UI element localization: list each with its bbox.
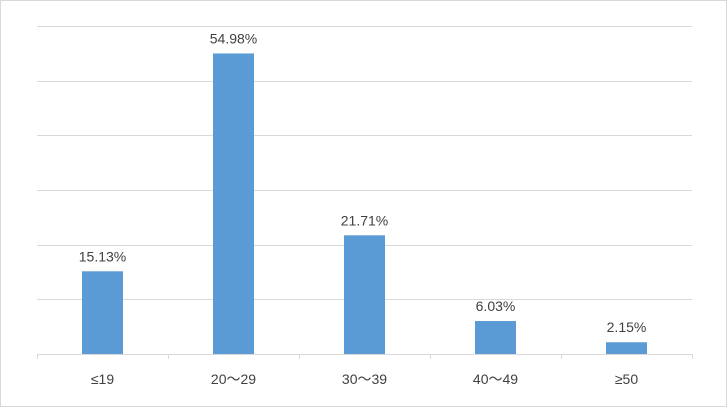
- data-label: 2.15%: [607, 319, 647, 335]
- data-label: 21.71%: [341, 212, 388, 228]
- x-tick-label: ≥50: [615, 371, 638, 387]
- bar: [344, 235, 385, 354]
- bars: [82, 53, 647, 355]
- data-label: 54.98%: [210, 30, 257, 46]
- gridlines: [37, 26, 692, 300]
- bar: [213, 53, 254, 355]
- bar: [475, 321, 516, 354]
- x-tick-label: ≤19: [91, 371, 114, 387]
- bar: [82, 271, 123, 354]
- bar: [606, 342, 647, 354]
- data-labels: 15.13% 54.98% 21.71% 6.03% 2.15%: [79, 30, 647, 335]
- x-tick-label: 30～39: [342, 371, 387, 387]
- x-tick-label: 20～29: [211, 371, 256, 387]
- data-label: 6.03%: [476, 298, 516, 314]
- data-label: 15.13%: [79, 248, 126, 264]
- x-axis: ≤19 20～29 30～39 40～49 ≥50: [37, 354, 693, 387]
- x-tick-label: 40～49: [473, 371, 518, 387]
